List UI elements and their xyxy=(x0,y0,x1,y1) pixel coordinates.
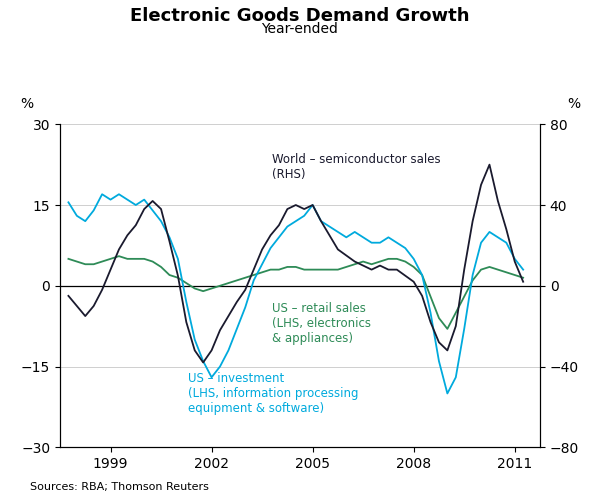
Text: %: % xyxy=(20,97,33,111)
Text: US – investment
(LHS, information processing
equipment & software): US – investment (LHS, information proces… xyxy=(188,372,359,415)
Text: %: % xyxy=(567,97,580,111)
Text: Year-ended: Year-ended xyxy=(262,22,338,36)
Text: Sources: RBA; Thomson Reuters: Sources: RBA; Thomson Reuters xyxy=(30,482,209,492)
Text: US – retail sales
(LHS, electronics
& appliances): US – retail sales (LHS, electronics & ap… xyxy=(272,302,371,345)
Text: Electronic Goods Demand Growth: Electronic Goods Demand Growth xyxy=(130,7,470,25)
Text: World – semiconductor sales
(RHS): World – semiconductor sales (RHS) xyxy=(272,153,441,181)
